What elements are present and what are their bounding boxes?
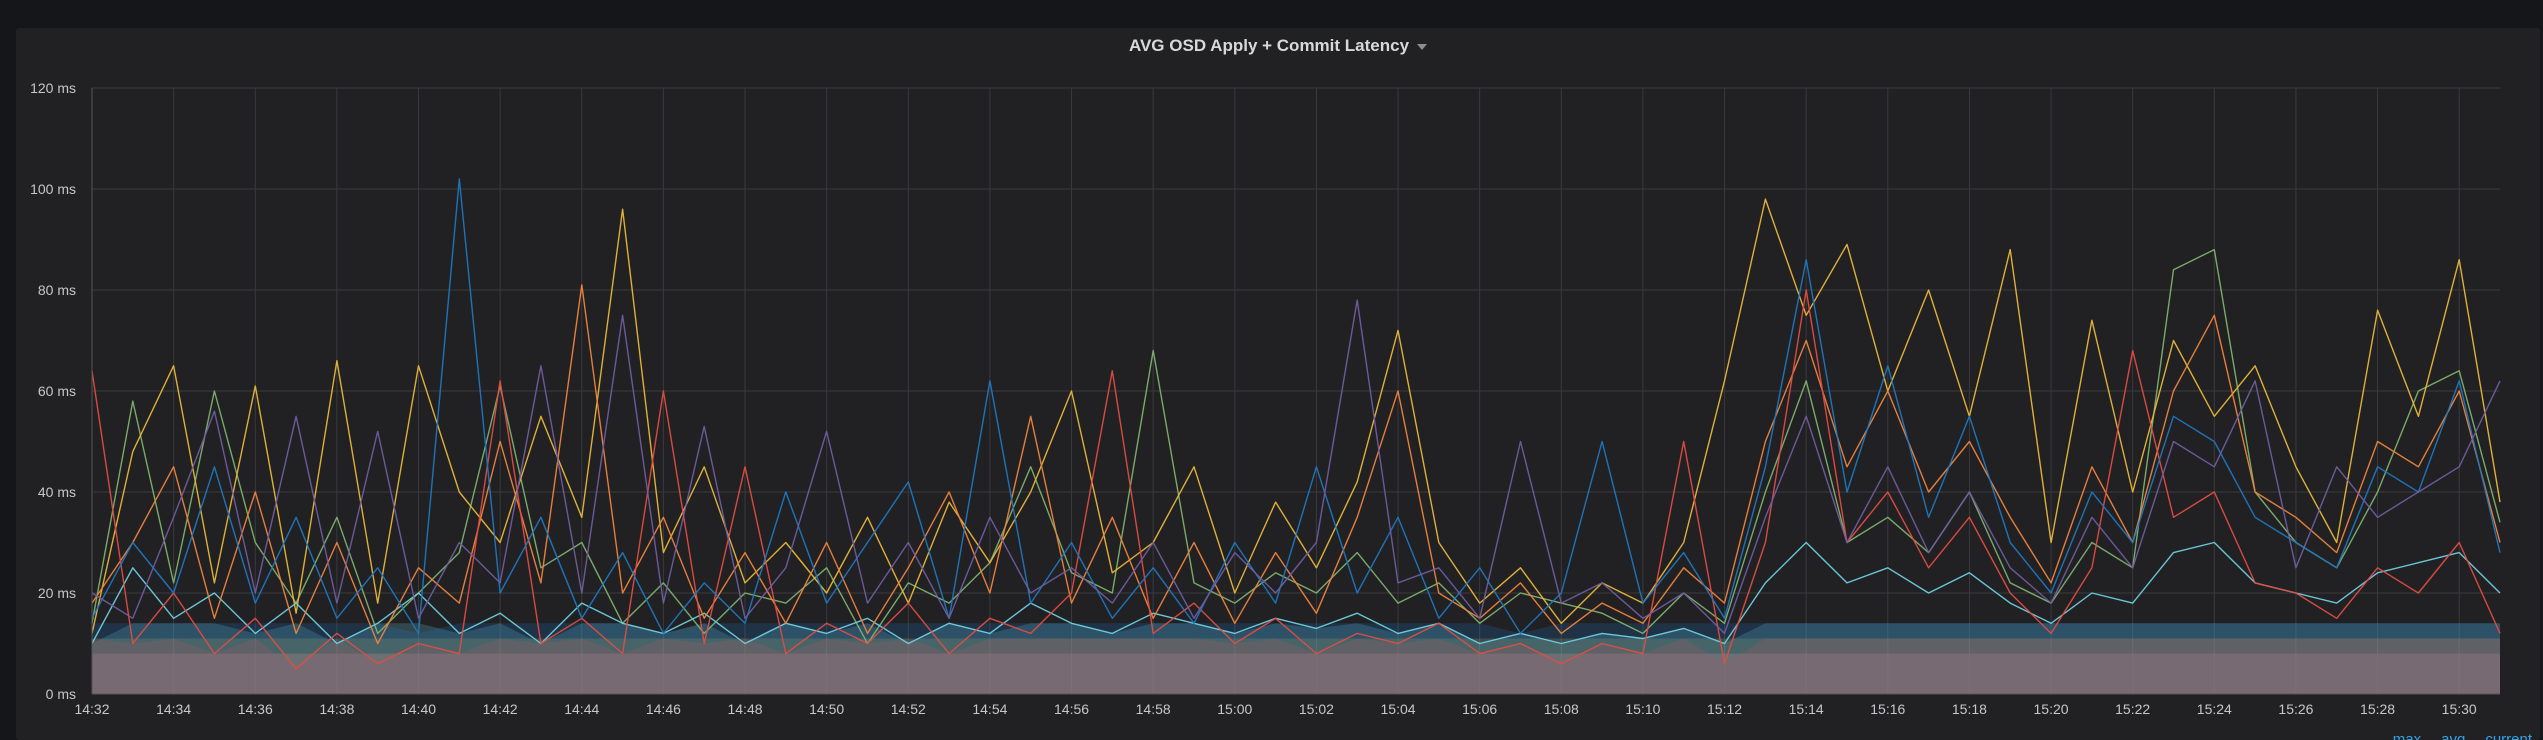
series-fill bbox=[92, 623, 2500, 694]
x-tick-label: 14:32 bbox=[74, 701, 109, 717]
x-tick-label: 14:38 bbox=[319, 701, 354, 717]
x-tick-label: 14:36 bbox=[238, 701, 273, 717]
x-tick-label: 15:26 bbox=[2278, 701, 2313, 717]
chart-panel: AVG OSD Apply + Commit Latency max avg c… bbox=[16, 28, 2540, 740]
x-tick-label: 14:40 bbox=[401, 701, 436, 717]
y-tick-label: 120 ms bbox=[30, 80, 76, 96]
y-tick-label: 60 ms bbox=[38, 383, 76, 399]
x-tick-label: 15:16 bbox=[1870, 701, 1905, 717]
x-tick-label: 14:52 bbox=[891, 701, 926, 717]
x-tick-label: 15:12 bbox=[1707, 701, 1742, 717]
x-tick-label: 14:48 bbox=[727, 701, 762, 717]
x-tick-label: 15:18 bbox=[1952, 701, 1987, 717]
series-fill bbox=[92, 638, 2500, 694]
x-tick-label: 14:42 bbox=[483, 701, 518, 717]
x-tick-label: 14:50 bbox=[809, 701, 844, 717]
series-line bbox=[91, 299, 2501, 635]
x-tick-label: 14:44 bbox=[564, 701, 599, 717]
series-fill bbox=[92, 653, 2500, 694]
x-tick-label: 15:20 bbox=[2034, 701, 2069, 717]
x-tick-label: 14:46 bbox=[646, 701, 681, 717]
x-tick-label: 15:14 bbox=[1789, 701, 1824, 717]
series-fill bbox=[92, 653, 2500, 694]
y-tick-label: 40 ms bbox=[38, 484, 76, 500]
legend-avg-sort[interactable]: avg bbox=[2441, 732, 2465, 740]
y-tick-label: 20 ms bbox=[38, 585, 76, 601]
series-line bbox=[91, 178, 2501, 635]
x-tick-label: 15:00 bbox=[1217, 701, 1252, 717]
y-tick-label: 0 ms bbox=[46, 686, 76, 702]
legend-current-sort[interactable]: current bbox=[2485, 732, 2532, 740]
x-tick-label: 14:54 bbox=[972, 701, 1007, 717]
legend-max-sort[interactable]: max bbox=[2393, 732, 2421, 740]
series-fill bbox=[92, 623, 2500, 694]
x-tick-label: 15:30 bbox=[2442, 701, 2477, 717]
series-fill bbox=[92, 638, 2500, 694]
y-tick-label: 80 ms bbox=[38, 282, 76, 298]
y-tick-label: 100 ms bbox=[30, 181, 76, 197]
series-line bbox=[91, 541, 2501, 645]
panel-title[interactable]: AVG OSD Apply + Commit Latency bbox=[1128, 36, 1410, 55]
x-tick-label: 15:02 bbox=[1299, 701, 1334, 717]
caret-down-icon[interactable] bbox=[1417, 44, 1428, 50]
x-tick-label: 15:24 bbox=[2197, 701, 2232, 717]
x-tick-label: 15:28 bbox=[2360, 701, 2395, 717]
legend-header: max avg current bbox=[2393, 732, 2532, 740]
panel-header[interactable]: AVG OSD Apply + Commit Latency bbox=[16, 28, 2540, 64]
x-tick-label: 15:06 bbox=[1462, 701, 1497, 717]
x-tick-label: 14:34 bbox=[156, 701, 191, 717]
series-fill bbox=[92, 653, 2500, 694]
x-tick-label: 15:22 bbox=[2115, 701, 2150, 717]
x-tick-label: 15:08 bbox=[1544, 701, 1579, 717]
series-line bbox=[91, 248, 2501, 645]
series-line bbox=[91, 289, 2501, 670]
x-tick-label: 14:56 bbox=[1054, 701, 1089, 717]
series-line bbox=[91, 284, 2501, 645]
x-tick-label: 15:04 bbox=[1381, 701, 1416, 717]
x-tick-label: 15:10 bbox=[1625, 701, 1660, 717]
x-tick-label: 14:58 bbox=[1136, 701, 1171, 717]
